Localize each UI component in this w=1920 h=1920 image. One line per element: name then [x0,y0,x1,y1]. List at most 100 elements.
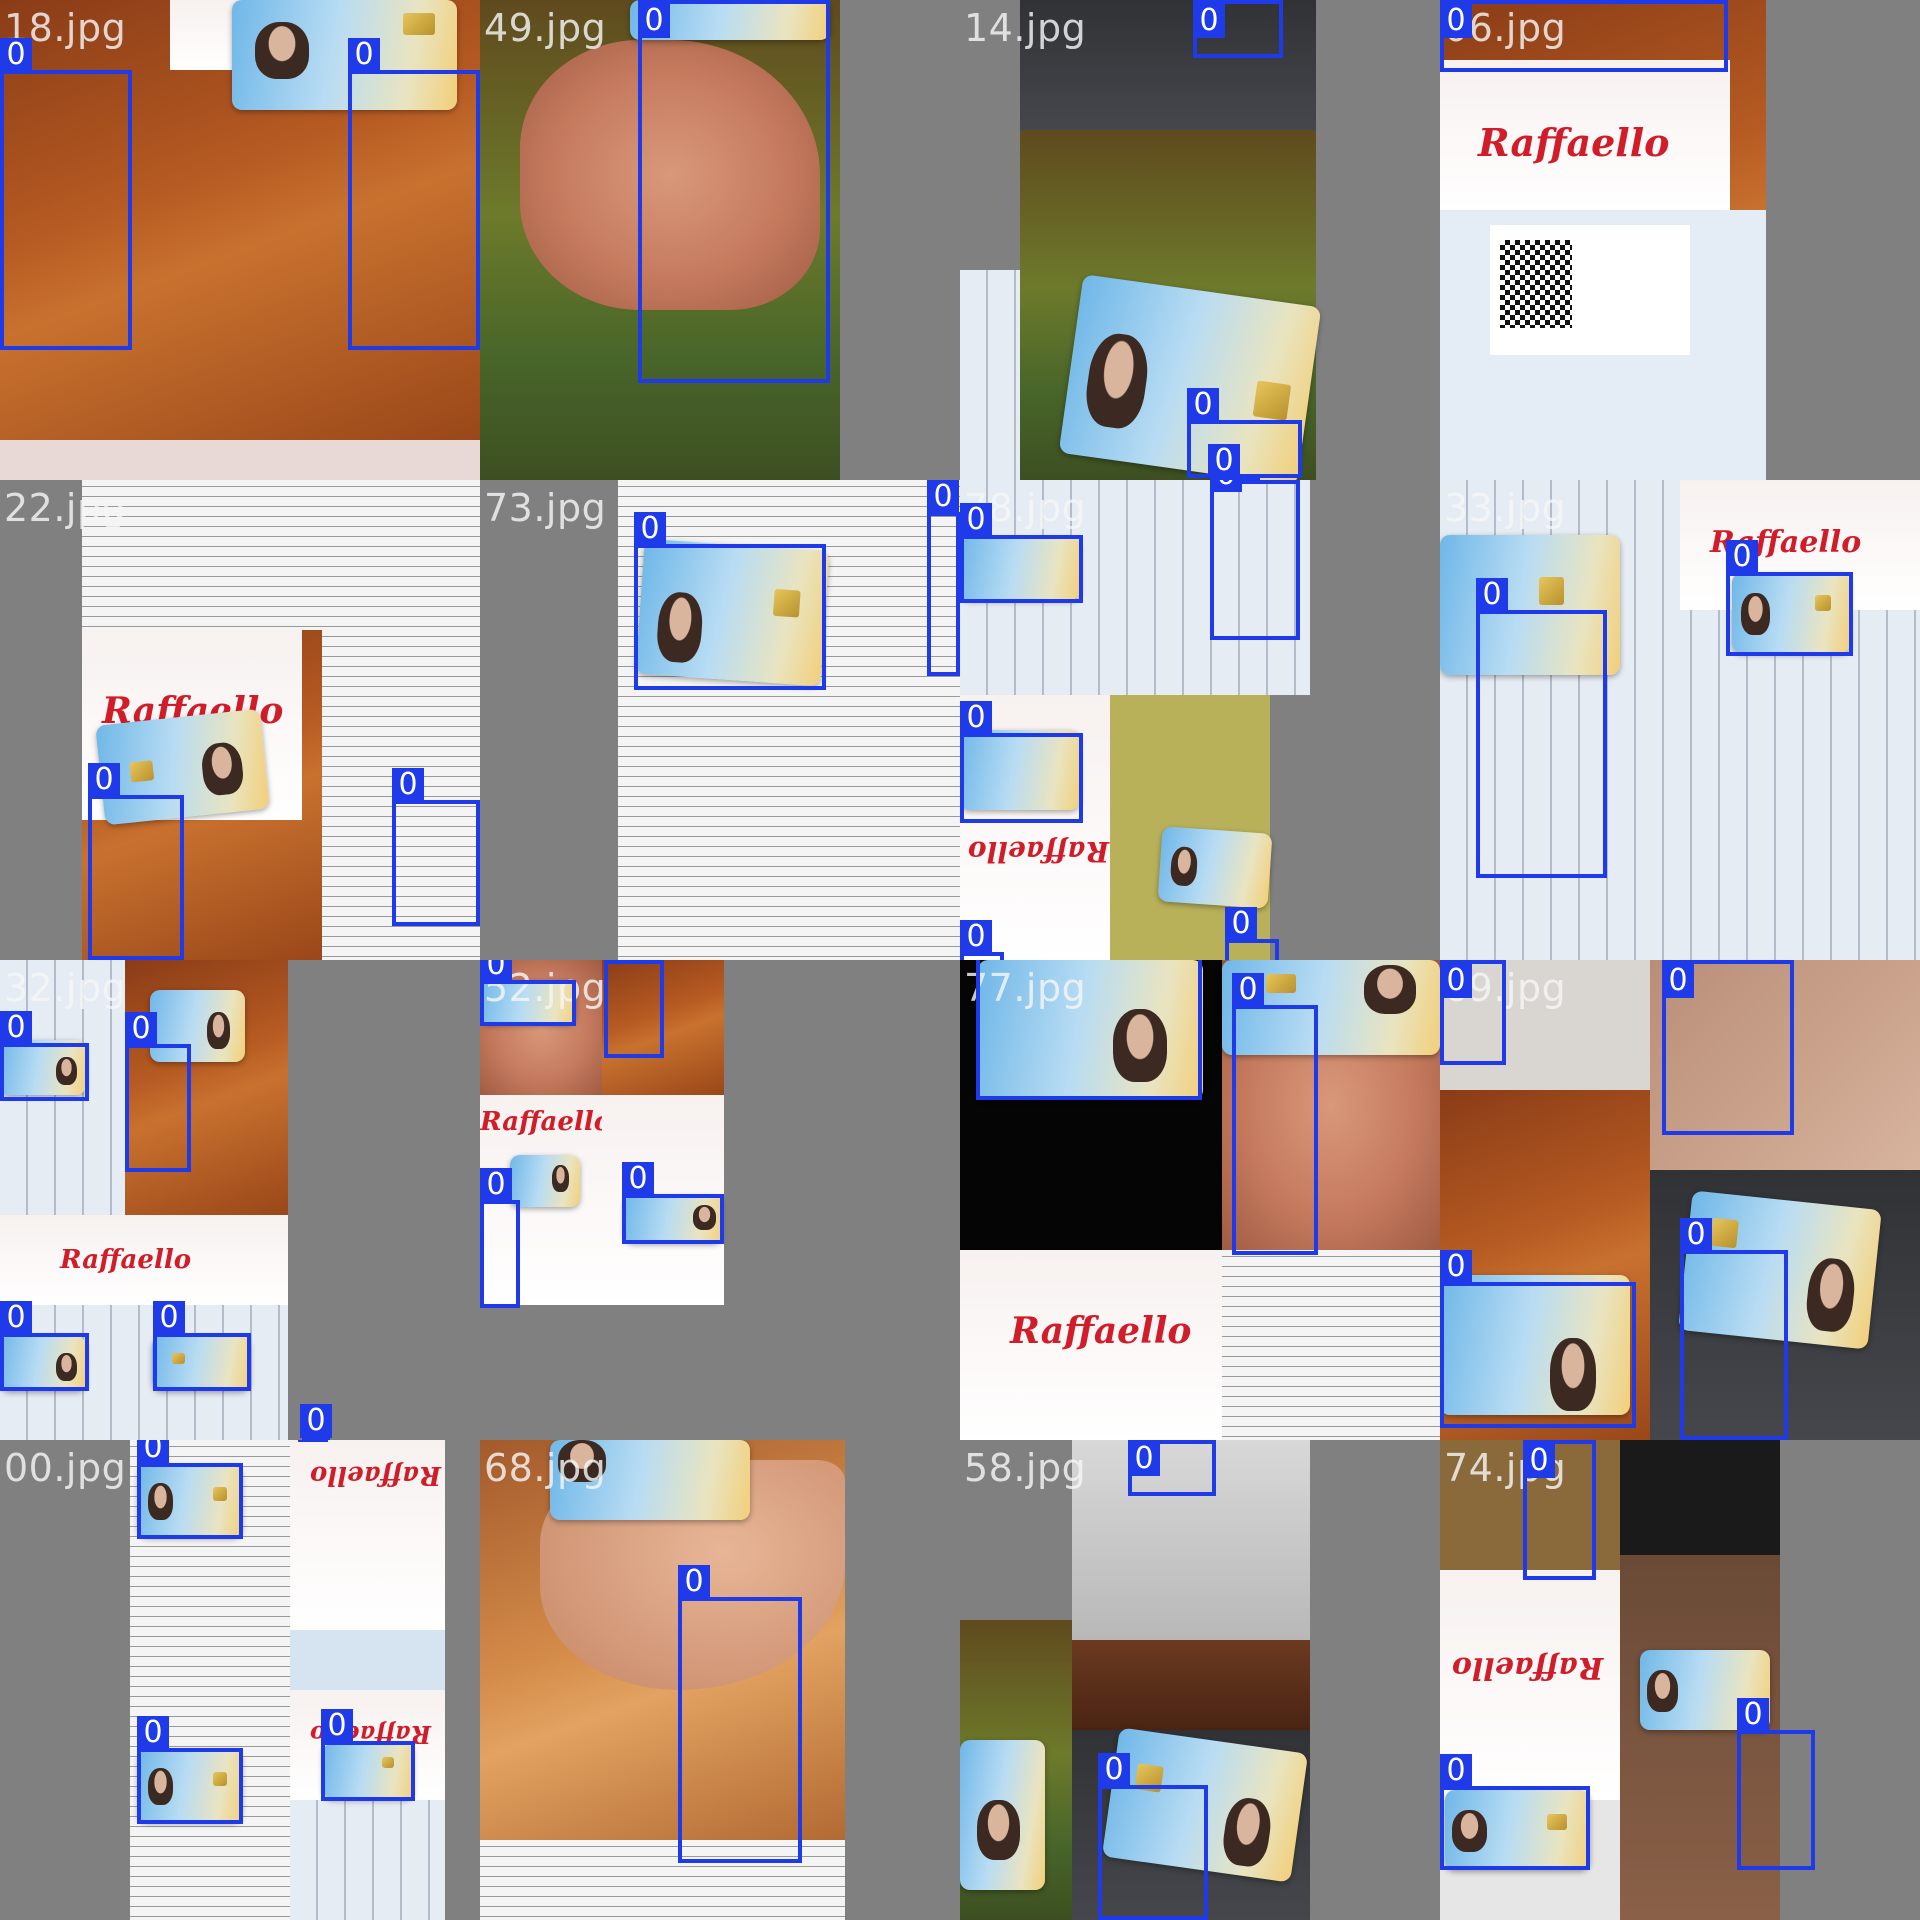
bounding-box: 0 [1726,540,1853,656]
tile-filename: 32.jpg [4,966,127,1010]
tile-06: Raffaello 06.jpg 0 [1440,0,1920,480]
class-label: 0 [1440,1754,1472,1788]
tile-filename: 22.jpg [4,486,127,530]
bounding-box: 0 [1210,480,1300,640]
class-label: 0 [1726,540,1758,574]
class-label: 0 [1232,973,1264,1007]
id-card [960,730,1080,810]
bounding-box: 0 [634,512,826,690]
class-label: 0 [480,960,512,982]
class-label: 0 [960,503,992,537]
bounding-box: 0 [960,701,1083,823]
bounding-box: 0 [321,1709,415,1801]
bounding-box: 0 [88,763,184,960]
bounding-box: 0 [1440,0,1728,72]
brand-logo: Raffaello [1452,1650,1604,1685]
id-card [0,1336,86,1391]
id-card [138,1465,242,1537]
bounding-box: 0 [1680,1218,1788,1440]
bounding-box [976,960,1202,1100]
bounding-box: 0 [1440,1250,1636,1428]
tile-78: Raffaello 78.jpg 0 0 0 0 0 [960,480,1440,960]
bounding-box: 0 [392,768,480,926]
tile-69: 69.jpg 0 0 0 0 [1440,960,1920,1440]
bounding-box: 0 [0,1011,89,1101]
bounding-box: 0 [960,503,1083,603]
tile-filename: 68.jpg [484,1446,607,1490]
class-label: 0 [622,1162,654,1196]
id-card [550,1440,750,1520]
id-card [232,0,457,110]
id-card [510,1155,580,1207]
id-card [1732,573,1850,653]
class-label: 0 [1737,1698,1769,1732]
tile-filename: 14.jpg [964,6,1087,50]
tile-14: 14.jpg 0 0 0 [960,0,1440,480]
class-label: 0 [88,763,120,797]
bounding-box: 0 [137,1716,243,1824]
class-label: 0 [125,1012,157,1046]
class-label: 0 [1440,964,1472,998]
class-label: 0 [960,701,992,735]
bounding-box: 0 [678,1565,802,1863]
class-label: 0 [1440,4,1472,38]
brand-logo: Raffaello [1478,120,1670,165]
id-card [1440,535,1620,675]
tile-33: Raffaello 33.jpg 0 0 [1440,480,1920,960]
bounding-box: 0 [0,1301,89,1391]
brand-logo: Raffaello [60,1245,192,1275]
class-label: 0 [678,1565,710,1599]
class-label: 0 [137,1440,169,1465]
tile-filename: 77.jpg [964,966,1087,1010]
class-label: 0 [638,4,670,38]
bounding-box: 0 [1523,1440,1596,1580]
class-label: 0 [1098,1753,1130,1787]
tile-68: 68.jpg 0 [480,1440,960,1920]
class-label: 0 [604,960,636,962]
brand-logo: Raffaello [310,1460,442,1490]
class-label: 0 [321,1709,353,1743]
class-label: 0 [1187,388,1219,422]
bounding-box: 0 [1662,960,1794,1135]
id-card [1157,826,1273,909]
tile-filename: 73.jpg [484,486,607,530]
bounding-box: 0 [480,960,576,1026]
bounding-box: 0 [1225,907,1279,960]
bounding-box: 0 [604,960,664,1058]
class-label: 0 [348,38,380,72]
id-card [1440,1275,1630,1415]
tile-00: Raffaello Raffaello 00.jpg 0 0 0 0 [0,1440,480,1920]
class-label: 0 [1440,1250,1472,1284]
bounding-box: 0 [1737,1698,1815,1870]
class-label: 0 [1208,444,1240,478]
class-label: 0 [1128,1442,1160,1476]
id-card [152,1336,250,1391]
bounding-box: 0 [1476,578,1607,878]
id-card [138,1750,242,1822]
tile-32: Raffaello 32.jpg 0 0 0 0 0 [0,960,480,1440]
class-label: 0 [153,1301,185,1335]
class-label: 0 [0,38,32,72]
id-card [978,960,1203,1100]
bounding-box: 0 [1187,388,1302,478]
class-label: 0 [0,1301,32,1335]
id-card [960,1740,1045,1890]
bounding-box: 0 [348,38,480,350]
bounding-box: 0 [1440,1754,1590,1870]
class-label: 0 [480,1168,512,1202]
id-card [960,538,1080,600]
bounding-box: 0 [638,0,830,383]
bounding-box: 0 [153,1301,251,1391]
bounding-box: 0 [0,38,132,350]
class-label: 0 [927,480,959,514]
tile-74: Raffaello 74.jpg 0 0 0 [1440,1440,1920,1920]
bounding-box: 0 [1193,0,1283,58]
id-card [150,990,245,1062]
id-card [0,1040,86,1095]
tile-filename: 49.jpg [484,6,607,50]
bounding-box: 0 [927,480,960,676]
class-label: 0 [1225,907,1257,941]
class-label: 0 [1193,4,1225,38]
tile-52: Raffaello 52.jpg 0 0 0 0 [480,960,960,1440]
